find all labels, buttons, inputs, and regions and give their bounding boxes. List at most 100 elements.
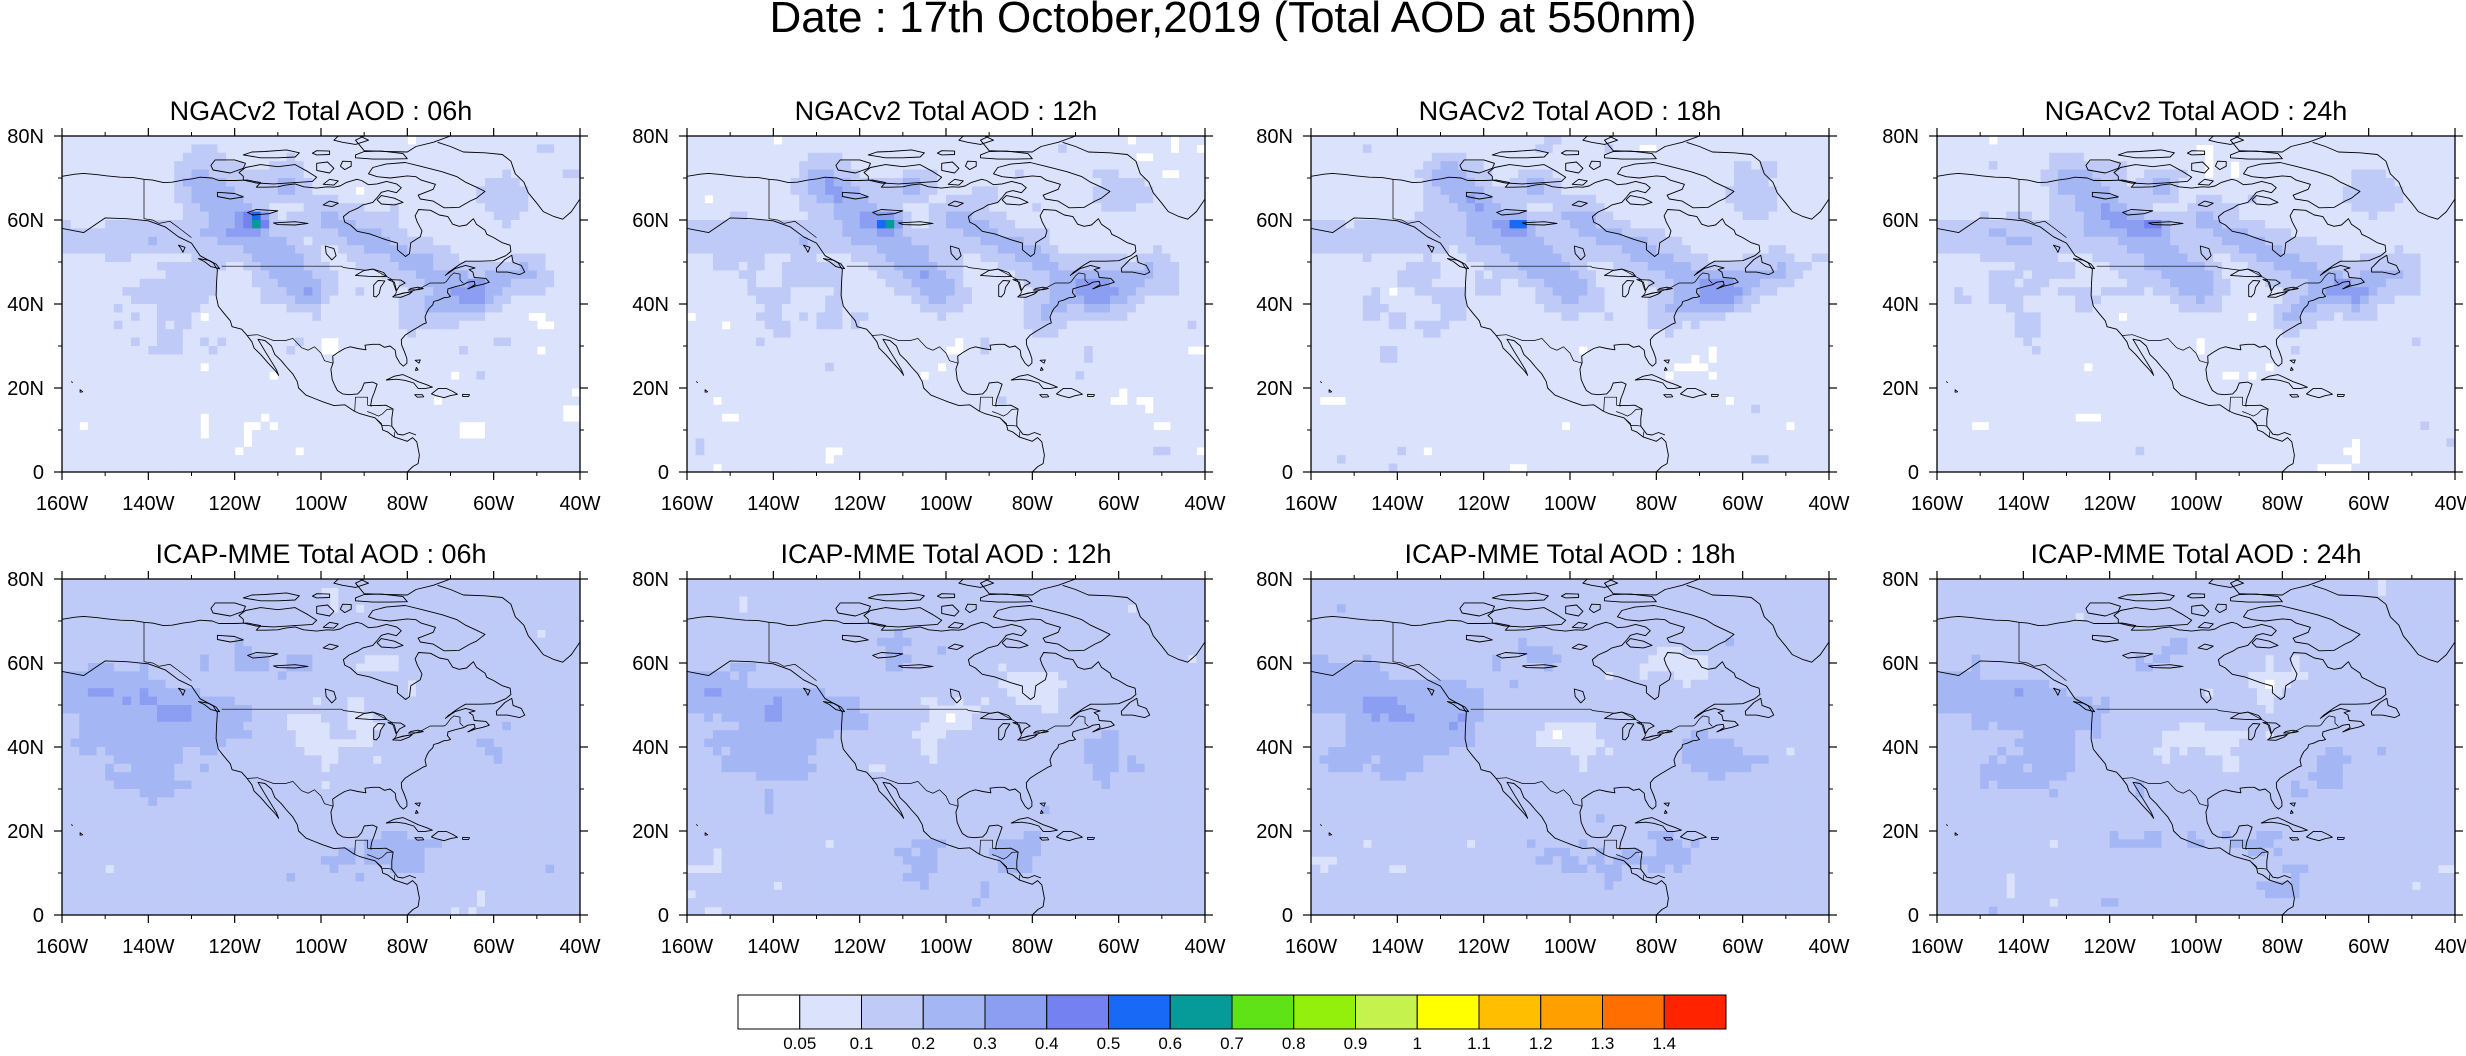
panel-title: NGACv2 Total AOD : 24h [2045,96,2348,126]
x-tick-label: 100W [295,936,347,958]
x-tick-label: 140W [747,493,799,515]
y-tick-label: 60N [7,210,44,232]
colorbar-swatch [1293,994,1356,1030]
colorbar-swatch [1663,994,1727,1030]
y-tick-label: 80N [632,126,669,148]
aod-field [62,579,580,915]
x-tick-label: 80W [1636,936,1677,958]
y-tick-label: 60N [1256,210,1293,232]
panel-title: ICAP-MME Total AOD : 18h [1404,539,1735,569]
colorbar-swatch [1478,994,1542,1030]
y-tick-label: 40N [1882,737,1919,759]
map-panel: ICAP-MME Total AOD : 12h 160W 140W 120W 100W… [632,539,1225,958]
x-tick-label: 60W [1722,493,1763,515]
x-tick-label: 120W [834,936,886,958]
colorbar-label: 1.1 [1467,1034,1491,1053]
colorbar-label: 1.2 [1529,1034,1553,1053]
x-tick-label: 120W [2084,936,2136,958]
x-tick-label: 100W [920,493,972,515]
aod-field [1937,579,2455,915]
colorbar-swatch [1355,994,1418,1030]
x-tick-label: 140W [1997,493,2049,515]
aod-field [1311,579,1829,915]
y-tick-label: 40N [7,294,44,316]
x-tick-label: 140W [122,493,174,515]
x-tick-label: 120W [1458,493,1510,515]
coastlines [687,579,1205,915]
y-tick-label: 0 [658,462,669,484]
x-tick-label: 80W [2262,493,2303,515]
y-tick-label: 0 [1282,462,1293,484]
map-panel: ICAP-MME Total AOD : 18h 160W 140W 120W 100W… [1256,539,1849,958]
y-tick-label: 60N [1256,653,1293,675]
x-tick-label: 80W [2262,936,2303,958]
x-tick-label: 60W [473,936,514,958]
y-tick-label: 40N [1256,294,1293,316]
panel-title: NGACv2 Total AOD : 12h [795,96,1098,126]
colorbar: 0.05 0.1 0.2 0.3 0.4 0.5 0.6 0.7 0.8 0.9 1 1.1 1.2 1.… [737,994,1727,1053]
y-tick-label: 20N [632,821,669,843]
x-tick-label: 100W [2170,936,2222,958]
y-tick-label: 80N [632,569,669,591]
aod-field [687,579,1205,915]
y-tick-label: 20N [1256,821,1293,843]
x-tick-label: 60W [1098,493,1139,515]
x-tick-label: 100W [1544,936,1596,958]
y-tick-label: 40N [1882,294,1919,316]
x-tick-label: 40W [559,493,600,515]
x-tick-label: 80W [1636,493,1677,515]
x-tick-label: 120W [209,493,261,515]
y-tick-label: 0 [1908,905,1919,927]
x-tick-label: 60W [2348,493,2389,515]
colorbar-label: 0.8 [1282,1034,1306,1053]
y-tick-label: 80N [7,126,44,148]
colorbar-swatch [1231,994,1295,1030]
x-tick-label: 100W [920,936,972,958]
colorbar-label: 0.7 [1220,1034,1244,1053]
y-tick-label: 20N [1882,378,1919,400]
y-tick-label: 0 [1282,905,1293,927]
x-tick-label: 80W [1012,936,1053,958]
colorbar-swatch [922,994,986,1030]
y-tick-label: 60N [1882,210,1919,232]
y-tick-label: 80N [1882,569,1919,591]
x-tick-label: 40W [1184,493,1225,515]
y-tick-label: 60N [1882,653,1919,675]
colorbar-swatch [1602,994,1665,1030]
y-tick-label: 60N [632,653,669,675]
colorbar-swatch [799,994,862,1030]
y-tick-label: 40N [632,737,669,759]
x-tick-label: 80W [1012,493,1053,515]
borders [1392,179,1713,438]
colorbar-swatch [1416,994,1480,1030]
colorbar-label: 1.4 [1652,1034,1676,1053]
x-tick-label: 40W [1808,936,1849,958]
x-tick-label: 60W [1722,936,1763,958]
x-tick-label: 120W [2084,493,2136,515]
panel-title: ICAP-MME Total AOD : 12h [780,539,1111,569]
colorbar-label: 0.1 [850,1034,874,1053]
aod-field [687,136,1205,472]
colorbar-swatch [861,994,924,1030]
y-tick-label: 0 [658,905,669,927]
colorbar-swatch [1540,994,1603,1030]
x-tick-label: 100W [1544,493,1596,515]
x-tick-label: 140W [1371,936,1423,958]
y-tick-label: 40N [7,737,44,759]
colorbar-label: 0.3 [973,1034,997,1053]
x-tick-label: 160W [1285,493,1337,515]
colorbar-label: 1.3 [1591,1034,1615,1053]
aod-field [1937,136,2455,472]
x-tick-label: 80W [387,936,428,958]
x-tick-label: 120W [209,936,261,958]
y-tick-label: 80N [1256,126,1293,148]
panel-title: NGACv2 Total AOD : 06h [170,96,473,126]
y-tick-label: 0 [33,905,44,927]
x-tick-label: 120W [834,493,886,515]
y-tick-label: 60N [7,653,44,675]
colorbar-swatch [1046,994,1109,1030]
colorbar-label: 0.5 [1097,1034,1121,1053]
x-tick-label: 160W [1911,936,1963,958]
colorbar-label: 0.2 [911,1034,935,1053]
